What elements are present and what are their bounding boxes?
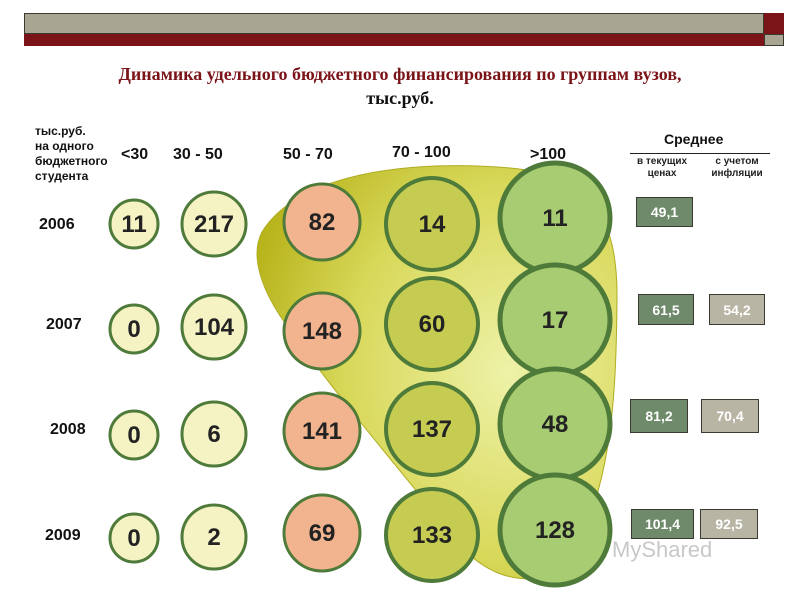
- average-inflation-label: с учетом инфляции: [704, 156, 770, 180]
- bubble-value-label: 48: [542, 411, 569, 438]
- average-current-label-line: ценах: [647, 168, 677, 179]
- bubble-value-label: 17: [542, 307, 569, 334]
- title-line-1: Динамика удельного бюджетного финансиров…: [118, 64, 682, 84]
- avg-inflation-box: 54,2: [709, 294, 765, 325]
- bubble-value-label: 148: [302, 318, 342, 345]
- value-bubble: [282, 182, 362, 262]
- bubble-value-label: 69: [309, 520, 336, 547]
- header-stripe: [24, 34, 764, 46]
- value-bubble: [108, 303, 160, 355]
- value-bubble: [384, 176, 480, 272]
- value-bubble: [384, 381, 480, 477]
- bubble-value-label: 14: [419, 211, 446, 238]
- bubble-value-label: 11: [121, 211, 146, 238]
- watermark-text: MyShared: [612, 537, 713, 562]
- column-header-30-50: 30 - 50: [173, 146, 223, 163]
- year-label: 2006: [39, 216, 75, 233]
- value-bubble: [384, 276, 480, 372]
- value-bubble: [180, 293, 248, 361]
- avg-current-box: 49,1: [636, 197, 693, 227]
- unit-label-line: на одного: [35, 139, 94, 153]
- bubble-value-label: 141: [302, 418, 342, 445]
- corner-accent-red: [764, 13, 784, 34]
- value-bubble: [108, 409, 160, 461]
- title-line-2: тыс.руб.: [366, 88, 434, 108]
- column-header-gt100: >100: [530, 146, 567, 163]
- bubble-value-label: 137: [412, 416, 452, 443]
- average-current-label-line: в текущих: [636, 156, 688, 167]
- year-label: 2007: [46, 316, 82, 333]
- average-divider: [630, 153, 770, 154]
- value-bubble: [108, 512, 160, 564]
- bubble-value-label: 133: [412, 522, 452, 549]
- value-bubble: [384, 487, 480, 583]
- bubble-value-label: 104: [194, 314, 235, 341]
- value-bubble: [180, 503, 248, 571]
- avg-current-box: 61,5: [638, 294, 694, 325]
- value-bubble: [180, 400, 248, 468]
- avg-current-box: 81,2: [630, 399, 688, 433]
- bubble-value-label: 0: [127, 525, 140, 552]
- value-bubble: [108, 198, 160, 250]
- year-label: 2009: [45, 527, 81, 544]
- value-bubble: [282, 391, 362, 471]
- avg-inflation-box: 70,4: [701, 399, 759, 433]
- column-header-50-70: 50 - 70: [283, 146, 333, 163]
- bubble-value-label: 6: [207, 421, 220, 448]
- avg-inflation-box: 92,5: [700, 509, 758, 539]
- bubble-value-label: 128: [535, 517, 575, 544]
- slide-title: Динамика удельного бюджетного финансиров…: [20, 62, 780, 110]
- value-bubble: [282, 493, 362, 573]
- average-current-label: в текущих ценах: [628, 156, 696, 180]
- bubble-value-label: 0: [127, 316, 140, 343]
- bubble-value-label: 0: [127, 422, 140, 449]
- average-inflation-label-line: инфляции: [711, 168, 763, 179]
- column-header-lt30: <30: [121, 146, 149, 163]
- unit-label-line: тыс.руб.: [35, 124, 86, 138]
- unit-label: тыс.руб. на одного бюджетного студента: [35, 124, 108, 184]
- column-header-70-100: 70 - 100: [392, 144, 451, 161]
- value-bubble: [282, 291, 362, 371]
- bubble-value-label: 82: [309, 209, 336, 236]
- bubble-value-label: 217: [194, 211, 234, 238]
- value-bubble: [180, 190, 248, 258]
- average-inflation-label-line: с учетом: [715, 156, 759, 167]
- avg-current-box: 101,4: [631, 509, 694, 539]
- bubble-value-label: 60: [419, 311, 446, 338]
- unit-label-line: бюджетного: [35, 154, 108, 168]
- value-bubble: [497, 472, 613, 588]
- unit-label-line: студента: [35, 169, 89, 183]
- bubble-value-label: 2: [207, 524, 220, 551]
- corner-accent-tan: [764, 34, 784, 46]
- average-title: Среднее: [664, 131, 724, 147]
- header-band: [24, 13, 764, 34]
- year-label: 2008: [50, 421, 86, 438]
- bubble-value-label: 11: [542, 205, 567, 232]
